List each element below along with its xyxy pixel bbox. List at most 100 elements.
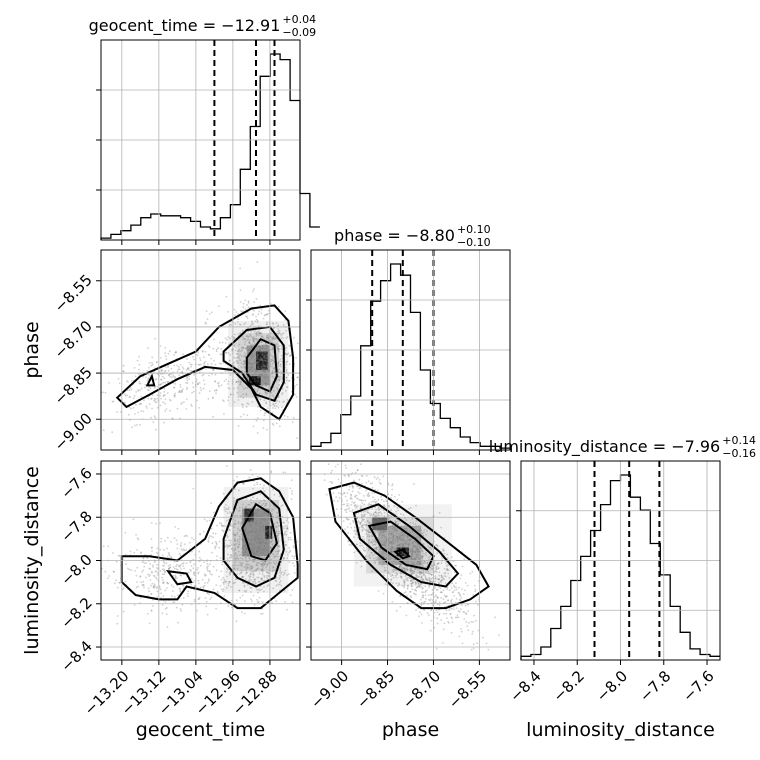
- sample-point: [181, 603, 184, 606]
- sample-point: [383, 500, 385, 503]
- sample-point: [249, 522, 252, 525]
- sample-point: [473, 614, 475, 617]
- sample-point: [371, 570, 373, 573]
- sample-point: [347, 504, 350, 507]
- sample-point: [265, 538, 268, 541]
- sample-point: [277, 349, 280, 352]
- sample-point: [371, 551, 373, 554]
- sample-point: [255, 512, 257, 515]
- sample-point: [215, 545, 217, 548]
- sample-point: [420, 576, 422, 578]
- sample-point: [200, 389, 203, 392]
- sample-point: [450, 587, 453, 589]
- sample-point: [445, 595, 447, 598]
- sample-point: [218, 385, 221, 388]
- sample-point: [162, 401, 165, 404]
- sample-point: [154, 570, 157, 573]
- sample-point: [240, 562, 243, 565]
- sample-point: [256, 576, 259, 579]
- sample-point: [199, 359, 202, 362]
- sample-point: [394, 537, 397, 540]
- sample-point: [265, 313, 268, 316]
- sample-point: [411, 566, 413, 569]
- sample-point: [446, 617, 448, 619]
- sample-point: [239, 301, 242, 303]
- sample-point: [243, 541, 246, 543]
- sample-point: [160, 369, 163, 372]
- sample-point: [415, 556, 417, 558]
- sample-point: [388, 532, 391, 535]
- sample-point: [267, 574, 270, 577]
- sample-point: [345, 518, 348, 520]
- sample-point: [163, 569, 166, 572]
- sample-point: [412, 550, 415, 552]
- sample-point: [240, 564, 243, 566]
- sample-point: [248, 521, 250, 524]
- sample-point: [241, 346, 244, 349]
- sample-point: [372, 543, 375, 546]
- sample-point: [410, 596, 413, 599]
- sample-point: [266, 365, 269, 368]
- sample-point: [234, 552, 237, 554]
- sample-point: [359, 544, 361, 547]
- sample-point: [418, 557, 421, 560]
- sample-point: [257, 397, 260, 399]
- sample-point: [462, 610, 464, 613]
- sample-point: [275, 332, 278, 334]
- sample-point: [249, 524, 251, 527]
- sample-point: [187, 367, 190, 369]
- sample-point: [263, 500, 266, 502]
- sample-point: [374, 515, 377, 517]
- sample-point: [264, 537, 266, 539]
- sample-point: [165, 562, 168, 564]
- sample-point: [436, 611, 439, 613]
- sample-point: [246, 555, 249, 557]
- sample-point: [228, 580, 231, 583]
- sample-point: [234, 581, 237, 584]
- sample-point: [276, 550, 279, 553]
- sample-point: [257, 555, 259, 557]
- sample-point: [173, 537, 176, 539]
- sample-point: [174, 576, 177, 579]
- sample-point: [417, 524, 420, 527]
- sample-point: [356, 517, 358, 520]
- sample-point: [147, 377, 150, 379]
- sample-point: [264, 354, 266, 357]
- sample-point: [259, 539, 262, 541]
- sample-point: [258, 525, 261, 528]
- sample-point: [294, 385, 296, 388]
- sample-point: [260, 519, 262, 521]
- sample-point: [410, 538, 413, 541]
- sample-point: [360, 565, 363, 568]
- sample-point: [249, 573, 252, 575]
- sample-point: [395, 547, 398, 550]
- sample-point: [391, 527, 394, 530]
- sample-point: [409, 595, 412, 597]
- sample-point: [253, 343, 256, 346]
- sample-point: [260, 504, 263, 507]
- sample-point: [383, 544, 386, 546]
- sample-point: [410, 557, 413, 559]
- sample-point: [153, 399, 156, 402]
- sample-point: [398, 565, 401, 568]
- sample-point: [247, 511, 250, 513]
- sample-point: [160, 592, 163, 595]
- sample-point: [229, 573, 232, 576]
- sample-point: [206, 613, 209, 616]
- sample-point: [153, 415, 156, 418]
- sample-point: [421, 591, 423, 593]
- sample-point: [387, 556, 390, 559]
- sample-point: [411, 582, 414, 585]
- sample-point: [412, 578, 415, 581]
- sample-point: [192, 567, 195, 570]
- sample-point: [398, 536, 401, 539]
- sample-point: [371, 508, 374, 510]
- sample-point: [261, 612, 264, 615]
- sample-point: [258, 572, 261, 575]
- sample-point: [165, 408, 168, 410]
- sample-point: [223, 578, 226, 581]
- sample-point: [139, 551, 142, 554]
- sample-point: [250, 501, 253, 504]
- sample-point: [244, 544, 247, 547]
- sample-point: [150, 593, 152, 595]
